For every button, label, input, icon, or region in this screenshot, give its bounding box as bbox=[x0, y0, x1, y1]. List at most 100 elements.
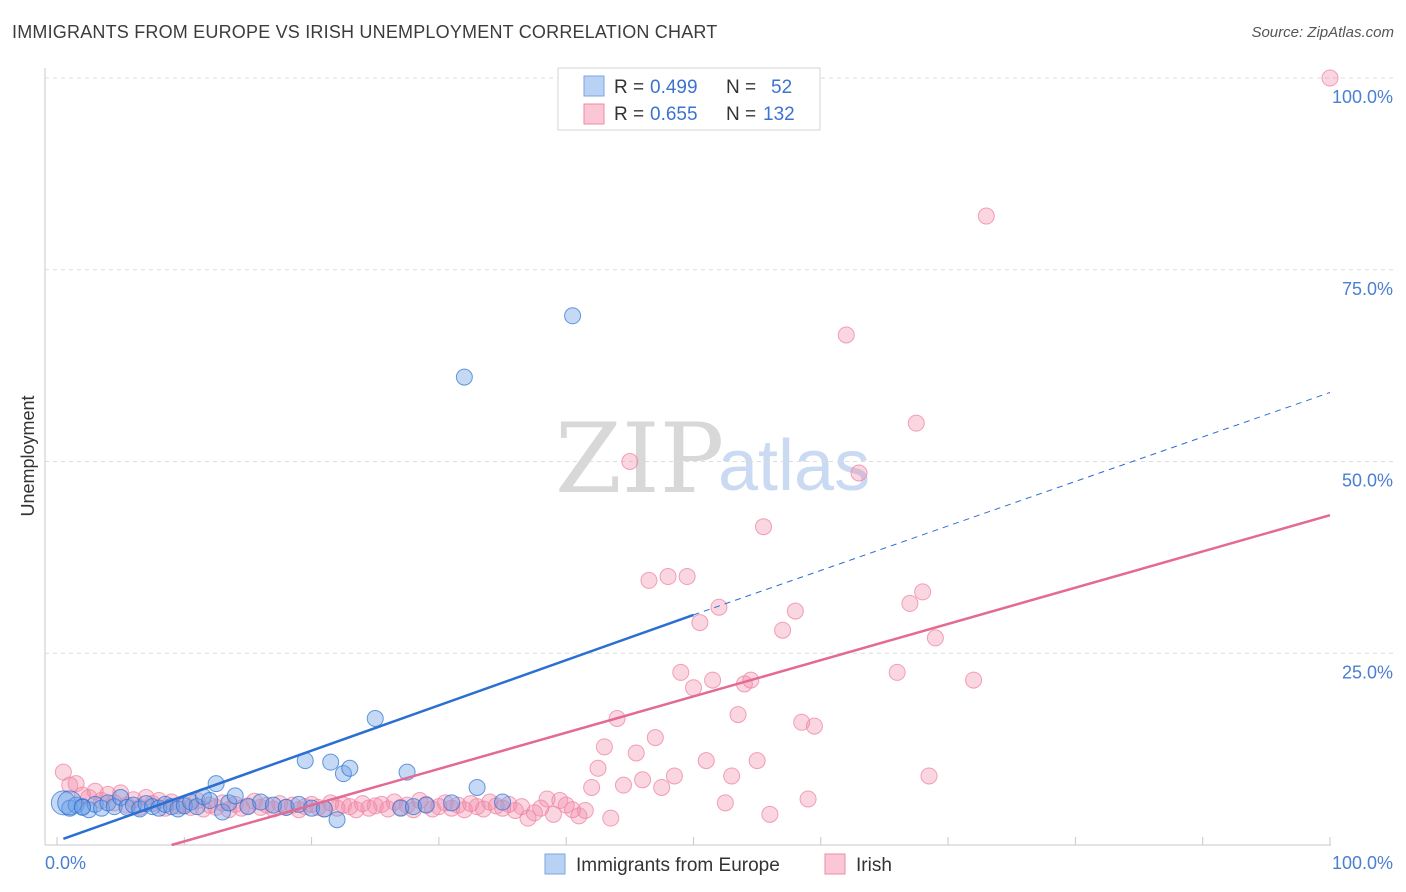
data-point-irish bbox=[723, 767, 741, 785]
data-point-europe bbox=[366, 709, 384, 727]
data-point-irish bbox=[799, 790, 817, 808]
data-point-europe bbox=[328, 811, 346, 829]
data-point-irish bbox=[589, 759, 607, 777]
data-point-irish bbox=[576, 801, 594, 819]
y-tick-label: 100.0% bbox=[1332, 87, 1393, 107]
data-point-irish bbox=[1321, 69, 1339, 87]
data-point-irish bbox=[729, 706, 747, 724]
data-point-irish bbox=[659, 568, 677, 586]
legend-r-label: R = bbox=[614, 104, 644, 125]
data-point-europe bbox=[564, 307, 582, 325]
bottom-legend-label-europe: Immigrants from Europe bbox=[576, 855, 780, 876]
data-point-irish bbox=[710, 598, 728, 616]
data-point-irish bbox=[748, 752, 766, 770]
data-point-europe bbox=[468, 778, 486, 796]
x-axis-ticks bbox=[56, 837, 1331, 845]
data-point-irish bbox=[583, 778, 601, 796]
data-point-irish bbox=[379, 800, 397, 818]
series-irish bbox=[54, 69, 1339, 827]
data-point-europe bbox=[264, 796, 282, 814]
data-point-europe bbox=[213, 803, 231, 821]
legend-r-value: 0.499 bbox=[650, 77, 698, 98]
data-point-irish bbox=[182, 798, 200, 816]
data-point-irish bbox=[805, 717, 823, 735]
data-point-irish bbox=[500, 795, 518, 813]
data-point-europe bbox=[494, 793, 512, 811]
data-point-irish bbox=[920, 767, 938, 785]
data-point-irish bbox=[360, 799, 378, 817]
data-point-irish bbox=[691, 614, 709, 632]
data-point-irish bbox=[627, 744, 645, 762]
data-point-irish bbox=[793, 713, 811, 731]
data-point-irish bbox=[646, 729, 664, 747]
data-point-europe bbox=[220, 794, 238, 812]
data-point-irish bbox=[697, 752, 715, 770]
legend-r-value: 0.655 bbox=[650, 104, 698, 125]
data-point-irish bbox=[73, 786, 91, 804]
x-tick-label: 0.0% bbox=[45, 853, 86, 873]
data-point-irish bbox=[926, 629, 944, 647]
legend: R = 0.499 N = 52 R = 0.655 N = 132 bbox=[557, 67, 821, 131]
data-point-irish bbox=[468, 798, 486, 816]
watermark: ZIP atlas bbox=[555, 403, 870, 515]
data-point-europe bbox=[404, 798, 422, 816]
data-point-irish bbox=[252, 798, 270, 816]
trend-line-europe-extension bbox=[693, 391, 1331, 616]
legend-r-label: R = bbox=[614, 77, 644, 98]
data-point-europe bbox=[341, 759, 359, 777]
bottom-legend-swatch-irish bbox=[824, 853, 846, 875]
trend-line-irish bbox=[171, 513, 1331, 847]
data-point-irish bbox=[595, 738, 613, 756]
data-point-irish bbox=[965, 671, 983, 689]
data-point-irish bbox=[716, 794, 734, 812]
y-tick-label: 75.0% bbox=[1342, 279, 1393, 299]
bottom-legend-swatch-europe bbox=[544, 853, 566, 875]
data-point-irish bbox=[564, 801, 582, 819]
gridlines bbox=[45, 77, 1395, 654]
y-tick-label: 50.0% bbox=[1342, 471, 1393, 491]
data-point-irish bbox=[755, 518, 773, 536]
data-point-irish bbox=[837, 326, 855, 344]
data-point-europe bbox=[73, 798, 91, 816]
data-point-irish bbox=[786, 602, 804, 620]
data-point-irish bbox=[665, 767, 683, 785]
x-tick-label: 100.0% bbox=[1332, 853, 1393, 873]
watermark-zip: ZIP bbox=[555, 403, 724, 515]
data-point-irish bbox=[653, 778, 671, 796]
data-point-irish bbox=[474, 800, 492, 818]
data-point-europe bbox=[443, 794, 461, 812]
data-point-irish bbox=[901, 594, 919, 612]
trend-lines bbox=[62, 391, 1331, 847]
y-axis-label: Unemployment bbox=[18, 395, 38, 516]
data-point-irish bbox=[602, 809, 620, 827]
data-point-europe bbox=[239, 798, 257, 816]
data-point-europe bbox=[252, 793, 270, 811]
data-point-europe bbox=[57, 790, 83, 816]
data-point-irish bbox=[678, 568, 696, 586]
data-point-irish bbox=[366, 797, 384, 815]
data-point-irish bbox=[977, 207, 995, 225]
data-point-irish bbox=[538, 790, 556, 808]
data-point-irish bbox=[621, 453, 639, 470]
watermark-atlas: atlas bbox=[718, 426, 870, 506]
x-axis-tick-labels: 0.0% 100.0% bbox=[45, 853, 1393, 873]
legend-n-label: N = bbox=[726, 104, 756, 125]
legend-n-label: N = bbox=[726, 77, 756, 98]
data-point-irish bbox=[640, 571, 658, 589]
legend-swatch-irish bbox=[583, 103, 605, 125]
data-point-irish bbox=[914, 583, 932, 601]
data-point-irish bbox=[685, 679, 702, 697]
y-axis-tick-labels: 25.0% 50.0% 75.0% 100.0% bbox=[1332, 87, 1393, 682]
data-point-irish bbox=[634, 771, 652, 789]
bottom-legend-label-irish: Irish bbox=[856, 855, 892, 876]
trend-line-europe bbox=[62, 613, 694, 841]
data-point-irish bbox=[86, 782, 104, 800]
y-tick-label: 25.0% bbox=[1342, 662, 1393, 682]
data-point-irish bbox=[888, 663, 906, 681]
chart-title: IMMIGRANTS FROM EUROPE VS IRISH UNEMPLOY… bbox=[12, 22, 718, 42]
data-point-europe bbox=[322, 753, 340, 771]
data-point-irish bbox=[907, 414, 925, 432]
data-point-irish bbox=[850, 464, 868, 482]
legend-swatch-europe bbox=[583, 75, 605, 97]
